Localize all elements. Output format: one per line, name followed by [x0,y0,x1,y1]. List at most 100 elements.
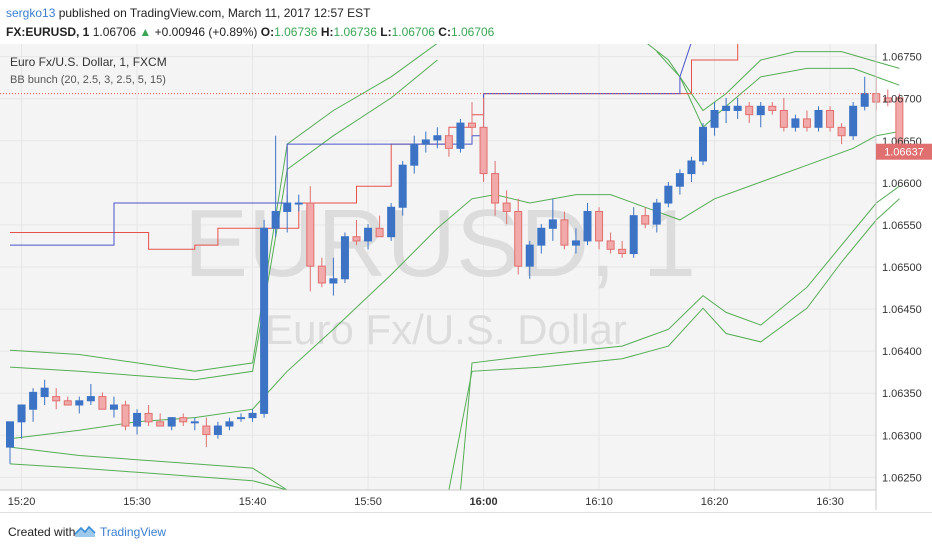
candle [491,160,500,216]
close-value: 1.06706 [450,25,495,39]
candle [687,156,696,183]
candle [826,106,835,132]
candle [722,97,731,124]
candle-body [745,105,754,116]
price-change: +0.00946 (+0.89%) [154,25,258,39]
blue-step-line [10,41,692,246]
candle-body [814,109,823,128]
price-tick-label: 1.06350 [882,388,922,400]
candle-body [364,227,373,242]
bb-upper-3-line [644,41,900,112]
candle [641,207,650,229]
candle-body [6,421,14,448]
candle-body [618,248,627,255]
candle [652,198,661,233]
candle [514,198,523,275]
candle [63,396,72,406]
time-tick-label: 15:40 [239,496,267,508]
candle-body [329,278,338,284]
candle-body [514,210,523,267]
bb-lower-1-line [9,446,288,491]
candle [52,388,61,410]
candle-body [456,122,465,149]
candle-body [502,202,511,212]
candle-body [837,126,846,137]
candle [664,182,673,208]
symbol-label[interactable]: FX:EURUSD, 1 [6,25,90,39]
bollinger-bands [9,41,900,491]
candle [768,102,777,115]
candle-body [652,202,661,225]
candle-body [156,421,165,427]
chart-area[interactable]: EURUSD, 1 Euro Fx/U.S. Dollar Euro Fx/U.… [0,41,932,510]
candle-body [664,185,673,204]
candle-body [491,173,500,204]
candle-body [40,387,49,398]
candle [571,228,580,254]
candle-body [98,396,107,410]
tradingview-brand[interactable]: TradingView [100,525,167,539]
candle-body [213,425,222,435]
candle [364,224,373,250]
candle [6,421,14,464]
tradingview-logo-icon[interactable] [74,522,96,540]
candle-body [260,227,269,414]
author-link[interactable]: sergko13 [6,6,56,20]
candle [456,118,465,153]
candle-body [675,173,684,187]
time-tick-label: 16:10 [585,496,613,508]
candle-body [421,139,430,145]
series-legend[interactable]: Euro Fx/U.S. Dollar, 1, FXCM [10,55,167,69]
candle-body [583,210,592,242]
candle [190,417,199,431]
candle-body [144,412,153,423]
candle-body [756,105,765,116]
candle-body [791,118,800,128]
candle [17,404,26,439]
price-tag-label: 1.06637 [884,147,924,159]
time-tick-label: 16:00 [469,496,497,508]
price-tick-label: 1.06600 [882,178,922,190]
candle [225,417,234,431]
candle [306,186,315,292]
candle-body [63,400,72,406]
candle-body [179,417,188,423]
candle-body [606,240,615,250]
price-axis[interactable]: 1.067501.067001.066501.066001.065501.065… [882,52,922,485]
candle [352,219,361,246]
close-label: C: [438,25,451,39]
price-chart[interactable]: EURUSD, 1 Euro Fx/U.S. Dollar Euro Fx/U.… [0,41,932,510]
candle [86,383,95,406]
candle-body [17,404,26,423]
candle [583,203,592,246]
time-tick-label: 15:20 [8,496,36,508]
candle-body [317,265,326,284]
candle-body [109,404,118,410]
candle-body [722,105,731,111]
high-value: 1.06736 [333,25,377,39]
price-tick-label: 1.06500 [882,262,922,274]
time-axis[interactable]: 15:20 15:30 15:40 15:50 16:00 16:10 16:20 16:30 [8,496,844,508]
candle-body [387,206,396,238]
candle-body [306,202,315,267]
candle-body [283,202,292,212]
candle [237,413,245,422]
candle [260,219,269,418]
candle [837,123,846,145]
indicator-legend[interactable]: BB bunch (20, 2.5, 3, 2.5, 5, 15) [10,74,166,86]
chart-header: sergko13 published on TradingView.com, M… [0,0,932,44]
candle [144,405,153,427]
candle-body [860,93,869,107]
candle [444,127,453,157]
candle-body [167,417,176,427]
candle-body [479,126,488,175]
candle-body [29,391,38,410]
candle [75,396,84,414]
open-label: O: [260,25,275,39]
candle [213,421,222,439]
candle [167,417,176,431]
bb-upper-4-line [656,51,900,129]
last-price: 1.06706 [92,25,137,39]
candle-body [699,126,707,162]
candle [560,211,569,250]
